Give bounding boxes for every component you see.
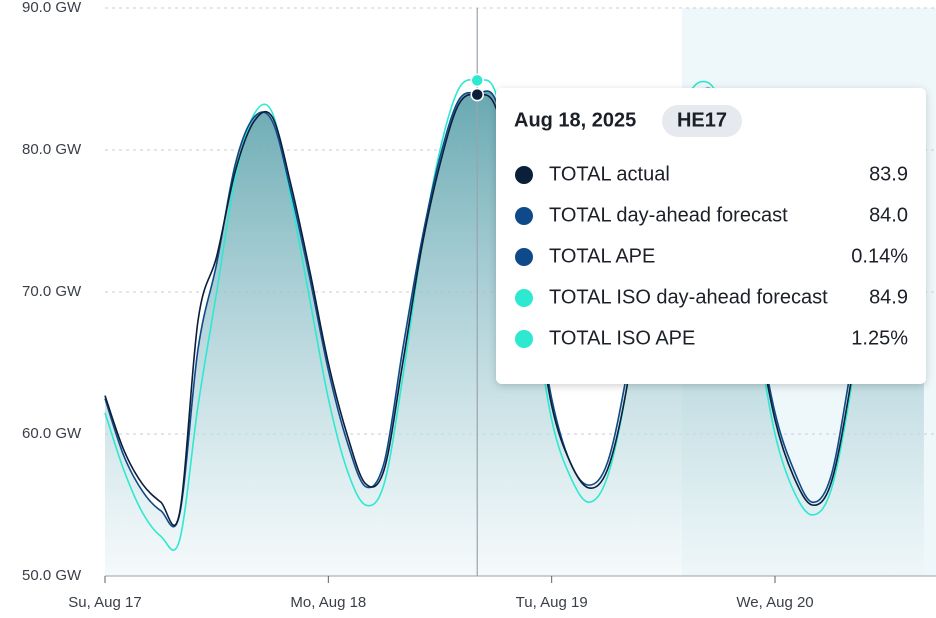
hover-point bbox=[470, 87, 484, 102]
tooltip-value: 84.9 bbox=[869, 286, 908, 308]
tooltip-name: TOTAL ISO day-ahead forecast bbox=[549, 286, 828, 308]
x-tick-label: Mo, Aug 18 bbox=[290, 594, 366, 611]
y-tick-label: 70.0 GW bbox=[22, 283, 82, 300]
tooltip-value: 1.25% bbox=[851, 327, 908, 349]
tooltip-value: 83.9 bbox=[869, 163, 908, 185]
y-tick-label: 60.0 GW bbox=[22, 425, 82, 442]
tooltip-value: 0.14% bbox=[851, 245, 908, 267]
x-tick-label: Su, Aug 17 bbox=[68, 594, 141, 611]
hover-point bbox=[470, 73, 484, 88]
x-tick-label: We, Aug 20 bbox=[736, 594, 813, 611]
y-tick-label: 50.0 GW bbox=[22, 567, 82, 584]
y-tick-label: 80.0 GW bbox=[22, 141, 82, 158]
tooltip-swatch bbox=[515, 330, 533, 348]
tooltip-title: Aug 18, 2025 bbox=[514, 109, 636, 131]
tooltip-value: 84.0 bbox=[869, 204, 908, 226]
tooltip-name: TOTAL actual bbox=[549, 163, 670, 185]
tooltip-name: TOTAL APE bbox=[549, 245, 655, 267]
y-tick-label: 90.0 GW bbox=[22, 0, 82, 16]
tooltip-box bbox=[496, 88, 926, 384]
tooltip-name: TOTAL day-ahead forecast bbox=[549, 204, 788, 226]
x-tick-label: Tu, Aug 19 bbox=[516, 594, 588, 611]
tooltip-swatch bbox=[515, 166, 533, 184]
tooltip-badge-text: HE17 bbox=[677, 109, 727, 131]
tooltip-swatch bbox=[515, 207, 533, 225]
tooltip-swatch bbox=[515, 248, 533, 266]
tooltip-swatch bbox=[515, 289, 533, 307]
tooltip-name: TOTAL ISO APE bbox=[549, 327, 695, 349]
tooltip-badge bbox=[662, 105, 742, 137]
